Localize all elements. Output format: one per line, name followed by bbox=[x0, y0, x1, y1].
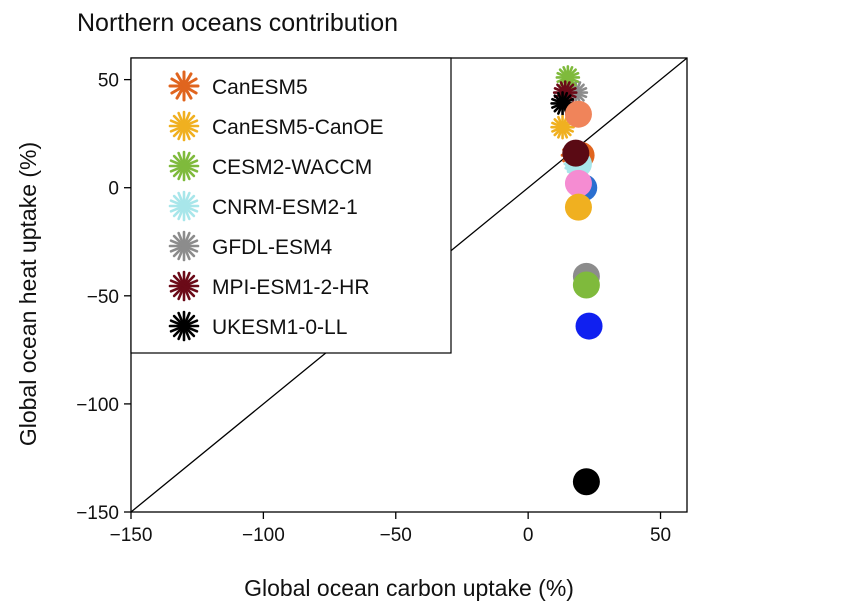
legend-marker-stroke bbox=[177, 311, 191, 341]
legend-marker-stroke bbox=[175, 72, 193, 100]
legend-marker bbox=[168, 310, 200, 342]
circle-point bbox=[564, 193, 592, 221]
x-axis-label: Global ocean carbon uptake (%) bbox=[244, 575, 574, 601]
legend-label: UKESM1-0-LL bbox=[212, 316, 347, 339]
legend-marker bbox=[168, 270, 200, 302]
star-point-stroke bbox=[557, 115, 569, 139]
legend-marker-stroke bbox=[177, 271, 191, 301]
legend-marker bbox=[168, 110, 200, 142]
y-axis-ticks: −150 −100 −50 0 50 bbox=[76, 71, 131, 524]
circle-point bbox=[562, 139, 590, 167]
legend-label: CNRM-ESM2-1 bbox=[212, 196, 358, 219]
legend-label: GFDL-ESM4 bbox=[212, 236, 333, 259]
y-tick-label: −150 bbox=[76, 503, 119, 524]
y-tick-label: −100 bbox=[76, 395, 119, 416]
circle-point bbox=[564, 169, 592, 197]
circle-point bbox=[572, 468, 600, 496]
x-tick-label: −150 bbox=[110, 525, 153, 546]
x-tick-label: 50 bbox=[650, 525, 671, 546]
circle-point bbox=[572, 271, 600, 299]
x-axis-ticks: −150 −100 −50 0 50 bbox=[110, 512, 671, 546]
legend-label: CESM2-WACCM bbox=[212, 156, 372, 179]
star-point bbox=[555, 65, 581, 90]
legend-marker-stroke bbox=[177, 191, 191, 221]
legend-label: MPI-ESM1-2-HR bbox=[212, 276, 370, 299]
x-tick-label: −100 bbox=[242, 525, 285, 546]
plot-area: −150 −100 −50 0 50 −150 −100 −50 0 50 bbox=[76, 57, 688, 546]
legend-label: CanESM5 bbox=[212, 76, 308, 99]
circle-point bbox=[564, 100, 592, 128]
star-point-stroke bbox=[562, 65, 574, 89]
legend-marker-stroke bbox=[177, 151, 191, 181]
chart-title: Northern oceans contribution bbox=[77, 9, 398, 37]
legend: CanESM5 CanESM5-CanOE CESM2-WACCM CNRM-ESM2… bbox=[130, 57, 452, 354]
legend-marker bbox=[168, 150, 200, 182]
legend-label: CanESM5-CanOE bbox=[212, 116, 384, 139]
y-tick-label: −50 bbox=[87, 287, 119, 308]
x-tick-label: 0 bbox=[523, 525, 534, 546]
legend-marker-stroke bbox=[177, 111, 191, 141]
legend-marker bbox=[168, 70, 200, 102]
legend-marker bbox=[168, 190, 200, 222]
y-tick-label: 50 bbox=[98, 71, 119, 92]
legend-marker-stroke bbox=[177, 231, 191, 261]
star-point-stroke bbox=[557, 91, 569, 115]
y-tick-label: 0 bbox=[108, 179, 119, 200]
legend-marker bbox=[168, 230, 200, 262]
circle-point bbox=[575, 312, 603, 340]
y-axis-label: Global ocean heat uptake (%) bbox=[15, 142, 41, 446]
data-points bbox=[550, 65, 603, 496]
x-tick-label: −50 bbox=[380, 525, 412, 546]
